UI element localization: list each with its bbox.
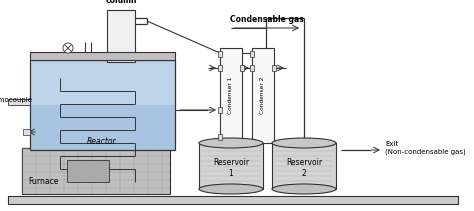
Text: Reactor: Reactor bbox=[87, 138, 117, 146]
Bar bbox=[218, 107, 222, 113]
Bar bbox=[250, 65, 254, 71]
Ellipse shape bbox=[199, 184, 263, 194]
Circle shape bbox=[63, 43, 73, 53]
Bar bbox=[250, 51, 254, 57]
Text: Furnace: Furnace bbox=[28, 177, 58, 186]
Text: Fractionating
column: Fractionating column bbox=[92, 0, 150, 5]
Bar bbox=[218, 51, 222, 57]
Bar bbox=[252, 48, 274, 143]
Bar bbox=[67, 160, 109, 182]
Bar bbox=[30, 60, 175, 150]
Bar bbox=[30, 60, 175, 105]
Text: Thermocouple: Thermocouple bbox=[0, 97, 32, 103]
Bar bbox=[107, 10, 135, 62]
Bar bbox=[22, 148, 170, 194]
Bar bbox=[240, 65, 244, 71]
Ellipse shape bbox=[272, 184, 336, 194]
Bar bbox=[30, 52, 175, 60]
Text: Reservoir
2: Reservoir 2 bbox=[286, 158, 322, 178]
Bar bbox=[220, 48, 242, 143]
Ellipse shape bbox=[199, 138, 263, 148]
Ellipse shape bbox=[272, 138, 336, 148]
Text: Condenser 1: Condenser 1 bbox=[228, 76, 234, 114]
Bar bbox=[199, 143, 263, 189]
Bar bbox=[8, 99, 30, 105]
Text: Reservoir
1: Reservoir 1 bbox=[213, 158, 249, 178]
Text: Condenser 2: Condenser 2 bbox=[261, 76, 265, 114]
Bar bbox=[30, 105, 175, 150]
Bar bbox=[272, 65, 276, 71]
Bar bbox=[23, 129, 30, 135]
Bar bbox=[272, 143, 336, 189]
Bar bbox=[218, 65, 222, 71]
Text: Exit
(Non-condensable gas): Exit (Non-condensable gas) bbox=[385, 141, 466, 155]
Bar bbox=[218, 134, 222, 140]
Text: Condensable gas: Condensable gas bbox=[230, 15, 304, 24]
Bar bbox=[8, 196, 458, 204]
